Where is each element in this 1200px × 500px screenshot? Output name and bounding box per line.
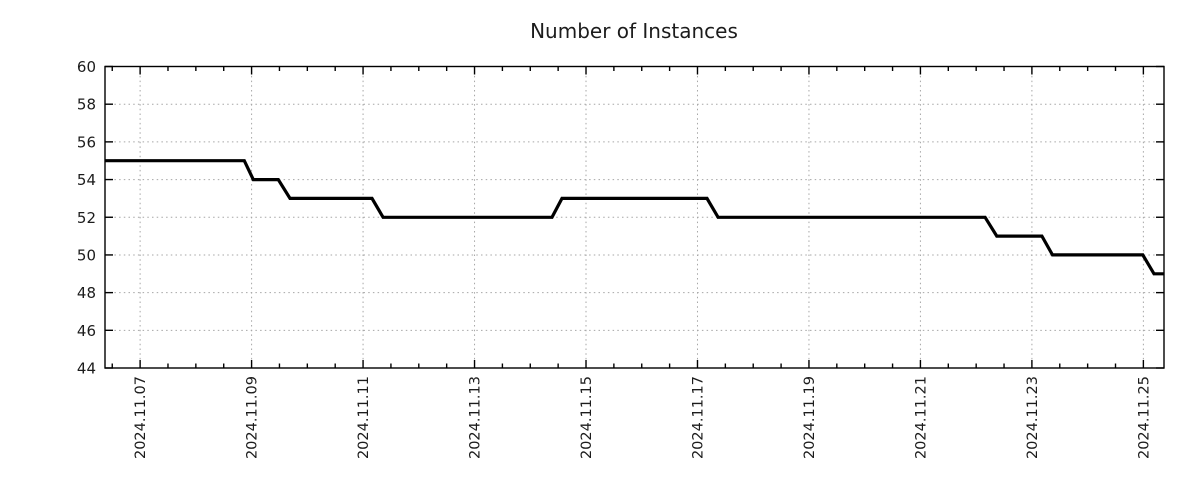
y-tick-label: 48: [77, 284, 96, 302]
y-tick-label: 56: [77, 133, 96, 151]
label-layer: 2024.11.07 2024.11.09 2024.11.11 2024.11.13…: [77, 58, 1152, 459]
axis-layer: [104, 65, 1165, 369]
x-tick-label: 2024.11.21: [913, 376, 929, 459]
y-tick-label: 60: [77, 58, 96, 76]
y-tick-label: 44: [77, 360, 96, 378]
x-tick-label: 2024.11.11: [356, 376, 372, 459]
chart-title: Number of Instances: [530, 19, 738, 43]
y-tick-label: 58: [77, 96, 96, 114]
x-tick-label: 2024.11.07: [133, 376, 149, 459]
x-tick-label: 2024.11.09: [245, 376, 261, 459]
y-tick-label: 54: [77, 171, 96, 189]
grid-layer: [105, 66, 1164, 368]
y-tick-label: 52: [77, 209, 96, 227]
x-tick-label: 2024.11.13: [468, 376, 484, 459]
plot-border: [104, 65, 1165, 369]
x-tick-label: 2024.11.19: [802, 376, 818, 459]
y-tick-label: 46: [77, 322, 96, 340]
x-tick-label: 2024.11.15: [579, 376, 595, 459]
data-line-instances: [105, 159, 1164, 276]
y-tick-label: 50: [77, 246, 96, 264]
x-tick-label: 2024.11.25: [1136, 376, 1152, 459]
x-tick-label: 2024.11.23: [1025, 376, 1041, 459]
series-layer: [105, 159, 1164, 276]
x-tick-label: 2024.11.17: [690, 376, 706, 459]
